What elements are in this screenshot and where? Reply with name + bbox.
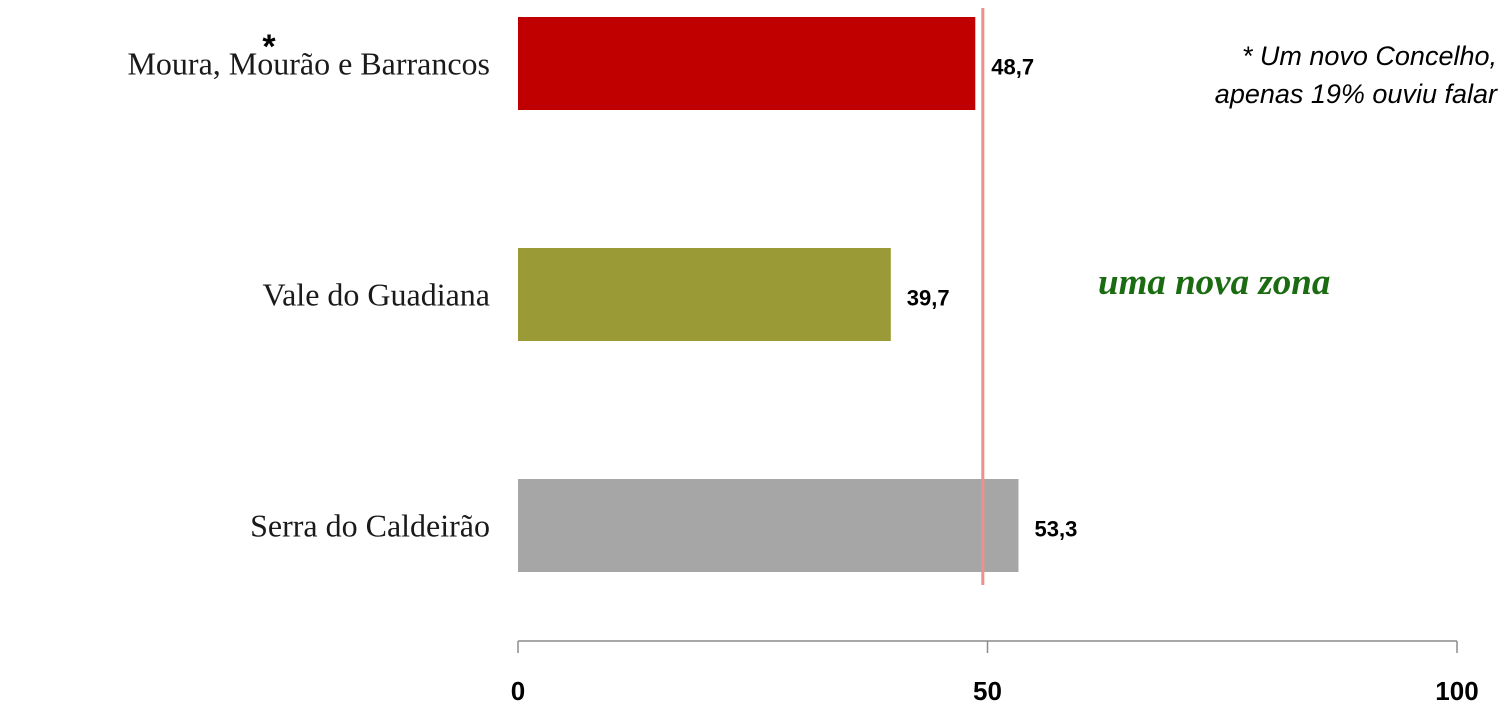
value-label-2: 39,7 (907, 286, 950, 311)
footnote-line-2: apenas 19% ouviu falar (1214, 79, 1497, 109)
category-label-3: Serra do Caldeirão (250, 508, 490, 544)
highlight-text: uma nova zona (1098, 262, 1331, 303)
bar-3 (518, 479, 1019, 572)
x-tick-label-3: 100 (1435, 676, 1478, 704)
footnote: * Um novo Concelho, apenas 19% ouviu fal… (1215, 37, 1497, 113)
category-label-2: Vale do Guadiana (263, 277, 490, 313)
labels-layer: Moura, Mourão e Barrancos 48,7 Vale do Gua… (127, 28, 1077, 544)
bars-layer (518, 17, 1019, 572)
x-axis: 0 50 100 (511, 640, 1479, 704)
category-marker: * (262, 28, 276, 66)
value-label-3: 53,3 (1034, 517, 1077, 542)
value-label-1: 48,7 (991, 55, 1034, 80)
footnote-line-1: * Um novo Concelho, (1241, 41, 1497, 71)
x-tick-label-1: 0 (511, 676, 525, 704)
bar-2 (518, 248, 891, 341)
category-label-1: Moura, Mourão e Barrancos (127, 46, 490, 82)
x-tick-label-2: 50 (973, 676, 1002, 704)
bar-1 (518, 17, 976, 110)
